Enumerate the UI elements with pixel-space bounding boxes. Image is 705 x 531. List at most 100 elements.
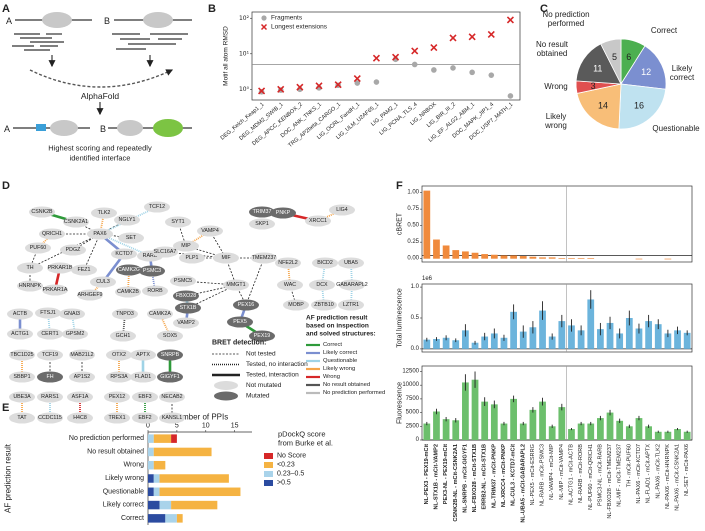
y-tick-label: Correct: [121, 515, 144, 522]
node-label: NECAB2: [161, 394, 182, 400]
bar: [635, 418, 643, 440]
point: [488, 72, 495, 78]
x-tick-label: 5: [175, 423, 179, 430]
legend-node: [214, 391, 238, 401]
node-label: VAMP2: [177, 320, 195, 326]
node-label: TLK2: [98, 210, 111, 216]
node-label: TRIM37: [253, 209, 272, 215]
x-tick-label: PSMC3-NL - mCit-RARB: [597, 444, 603, 506]
legend-label: No prediction performed: [323, 390, 385, 396]
node-label: GNAI3: [64, 311, 80, 317]
node-label: MMGT1: [226, 282, 245, 288]
node-label: CAMK2B: [117, 289, 139, 295]
bar: [510, 398, 517, 440]
bar: [500, 423, 508, 440]
node: [270, 207, 296, 219]
node-label: GABARAPL2: [336, 282, 368, 288]
node: [142, 285, 168, 297]
node: [37, 371, 63, 383]
bar: [587, 423, 595, 440]
x-tick-label: NL-PAX6 - mCit-KCTD7: [636, 444, 642, 504]
y-tick-label: Likely correct: [103, 502, 144, 509]
node-label: TCF12: [149, 204, 165, 210]
node-label: XRCC1: [309, 218, 327, 224]
node-label: TAT: [17, 415, 27, 421]
category-label: No prediction performed: [542, 10, 590, 28]
value-label: 16: [634, 100, 644, 110]
node: [213, 252, 239, 264]
bar: [606, 412, 614, 440]
bar: [597, 329, 604, 349]
node: [152, 246, 178, 258]
node: [338, 299, 364, 311]
bar: [519, 256, 527, 259]
node: [39, 228, 65, 240]
node-label: AP1S2: [74, 374, 91, 380]
bar: [423, 423, 431, 440]
node: [251, 252, 277, 264]
legend-label: No result obtained: [323, 382, 370, 388]
y-axis-label: Motif all atom RMSD: [223, 26, 230, 86]
node: [249, 218, 275, 230]
category-label: Likely wrong: [545, 112, 567, 130]
node: [67, 391, 93, 403]
x-tick-label: NL-SNRPB - mCit-GIGYF1: [462, 444, 468, 513]
category-label: Questionable: [652, 124, 700, 133]
node: [159, 412, 185, 424]
bar: [683, 332, 691, 349]
bar: [452, 340, 460, 349]
node-label: GIGYF1: [160, 374, 179, 380]
point: [258, 87, 266, 95]
y-tick-label: 0.0: [411, 346, 420, 352]
point: [469, 69, 475, 76]
bar: [606, 322, 614, 349]
node-label: PEX19: [254, 333, 271, 339]
node: [17, 262, 43, 274]
node: [29, 206, 55, 218]
node-label: ACTG1: [11, 331, 29, 337]
bar: [471, 379, 479, 440]
edge: [47, 312, 51, 335]
plot-frame: [421, 185, 693, 263]
bar: [433, 339, 440, 349]
node: [223, 279, 249, 291]
node: [139, 265, 165, 277]
legend-swatch: [264, 462, 273, 468]
bar-segment: [171, 434, 177, 443]
legend-swatch: [264, 453, 273, 459]
node-label: PRKAR1A: [43, 287, 68, 293]
legend-label: Tested, interaction: [246, 372, 299, 379]
legend-label: Longest extensions: [271, 24, 328, 31]
node-label: EBF3: [138, 394, 151, 400]
bar: [568, 429, 575, 440]
y-tick-label: 10⁰: [239, 86, 250, 93]
point: [372, 54, 380, 62]
node: [47, 262, 73, 274]
x-tick-label: ERRB2-NL - mCit-STX1B: [482, 444, 488, 509]
y-tick-label: Likely wrong: [105, 475, 144, 482]
bar-segment: [176, 514, 183, 523]
point: [411, 61, 418, 68]
point: [277, 85, 285, 93]
bar-segment: [153, 460, 166, 470]
node-label: DCX: [316, 282, 328, 288]
y-tick-label: 5000: [406, 410, 420, 416]
node: [132, 412, 158, 424]
bar: [490, 254, 498, 259]
point: [449, 34, 457, 42]
panel-label: F: [396, 180, 403, 192]
pie-slice: [620, 45, 667, 90]
bar-segment: [159, 500, 172, 510]
bar: [664, 431, 672, 440]
node-label: PAX6: [93, 231, 106, 237]
protein-label: A: [6, 16, 12, 26]
x-axis-label: Number of PPIs: [172, 413, 228, 422]
node-label: STX1B: [180, 305, 197, 311]
legend-swatch: [264, 471, 273, 477]
x-tick-label: NL-STX1B - mCit-VAMP2: [433, 444, 439, 509]
legend-label: 0.23–0.5: [277, 471, 304, 478]
node-label: PRKAR1B: [48, 265, 73, 271]
point: [487, 30, 495, 39]
x-tick-label: NL-MIP - mCit-VAMP4: [559, 444, 565, 500]
